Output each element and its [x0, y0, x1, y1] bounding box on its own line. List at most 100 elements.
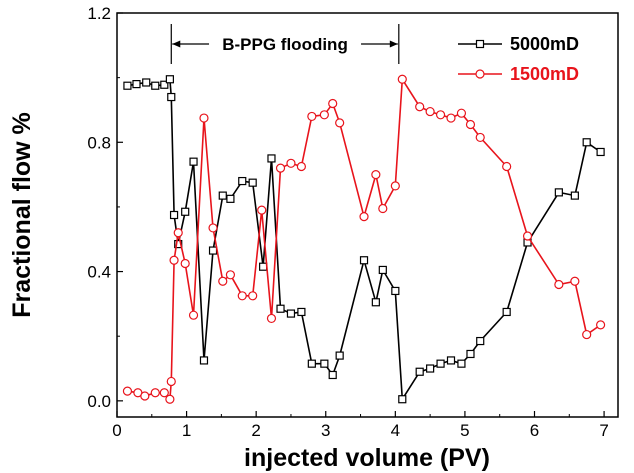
series-1500md — [122, 74, 606, 404]
data-point-1500md — [275, 163, 286, 173]
data-point-5000md — [226, 194, 235, 203]
x-tick-label: 3 — [321, 421, 330, 440]
data-point-1500md — [522, 231, 533, 241]
data-point-1500md — [335, 118, 345, 128]
data-point-1500md — [475, 132, 485, 143]
data-point-1500md — [296, 161, 306, 172]
y-axis-title: Fractional flow % — [8, 112, 36, 318]
data-point-5000md — [238, 176, 247, 186]
x-tick-label: 4 — [391, 421, 400, 440]
data-point-1500md — [456, 108, 467, 118]
annotation-arrowhead-right — [389, 40, 398, 48]
data-point-5000md — [267, 154, 276, 163]
data-point-1500md — [165, 394, 175, 404]
data-point-5000md — [398, 395, 407, 404]
data-point-5000md — [570, 191, 579, 200]
data-point-5000md — [181, 207, 190, 216]
data-point-1500md — [319, 110, 329, 120]
data-point-5000md — [359, 256, 369, 265]
data-point-1500md — [570, 276, 580, 286]
data-point-5000md — [320, 359, 329, 368]
plot-frame — [116, 12, 619, 418]
data-point-5000md — [218, 191, 227, 200]
legend-label-5000md: 5000mD — [510, 34, 579, 54]
data-point-5000md — [457, 359, 466, 368]
data-point-5000md — [391, 286, 400, 296]
x-tick-label: 7 — [599, 421, 608, 440]
data-point-5000md — [554, 188, 563, 197]
data-point-1500md — [199, 113, 209, 123]
x-tick-label: 1 — [182, 421, 191, 440]
data-point-1500md — [390, 181, 400, 191]
data-point-5000md — [151, 81, 160, 90]
data-point-5000md — [415, 367, 424, 376]
data-point-5000md — [174, 239, 183, 249]
data-point-5000md — [502, 307, 511, 317]
data-point-5000md — [189, 157, 198, 166]
data-point-5000md — [328, 370, 337, 380]
data-point-1500md — [596, 320, 606, 330]
b-ppg-flooding-annotation: B-PPG flooding — [170, 24, 400, 64]
series-layer — [122, 74, 606, 404]
data-point-5000md — [132, 80, 141, 89]
data-point-1500md — [328, 98, 338, 109]
data-point-1500md — [502, 161, 512, 172]
data-point-5000md — [335, 351, 344, 360]
data-point-5000md — [248, 178, 257, 187]
data-point-1500md — [150, 388, 160, 398]
data-point-5000md — [582, 138, 591, 147]
data-point-1500md — [465, 119, 476, 130]
data-point-1500md — [173, 228, 183, 238]
data-point-1500md — [307, 111, 317, 122]
data-point-5000md — [123, 81, 132, 90]
data-point-5000md — [297, 307, 306, 317]
data-point-1500md — [218, 276, 228, 286]
data-point-5000md — [371, 298, 380, 307]
data-point-1500md — [266, 313, 277, 324]
data-point-1500md — [237, 291, 247, 301]
data-point-1500md — [248, 291, 258, 301]
data-point-5000md — [307, 359, 316, 368]
data-point-1500md — [180, 258, 190, 269]
data-point-5000md — [436, 359, 445, 368]
data-point-5000md — [466, 349, 475, 359]
data-point-5000md — [165, 75, 174, 84]
data-point-5000md — [199, 356, 209, 365]
x-tick-label: 0 — [112, 421, 121, 440]
x-axis-title: injected volume (PV) — [244, 444, 490, 472]
data-point-5000md — [596, 147, 605, 157]
series-5000md — [123, 75, 605, 404]
data-point-1500md — [435, 110, 446, 120]
data-point-5000md — [378, 265, 387, 275]
data-point-5000md — [208, 246, 218, 255]
data-point-5000md — [259, 262, 268, 271]
data-point-1500md — [554, 279, 564, 290]
y-tick-label: 1.2 — [87, 4, 111, 23]
data-point-1500md — [425, 106, 435, 117]
data-point-5000md — [476, 336, 485, 346]
data-point-1500md — [378, 203, 388, 214]
x-tick-label: 2 — [251, 421, 260, 440]
data-point-1500md — [159, 388, 169, 398]
data-point-5000md — [426, 364, 435, 373]
y-tick-label: 0.0 — [87, 392, 111, 411]
data-point-1500md — [359, 212, 369, 222]
data-point-5000md — [446, 356, 456, 365]
data-point-1500md — [140, 391, 150, 401]
data-point-5000md — [276, 304, 285, 313]
x-tick-label: 6 — [530, 421, 539, 440]
data-point-1500md — [225, 270, 236, 280]
data-point-1500md — [446, 113, 456, 123]
data-point-5000md — [167, 92, 176, 102]
data-point-1500md — [208, 223, 218, 233]
data-point-1500md — [188, 310, 199, 320]
legend: 5000mD 1500mD — [458, 34, 579, 84]
x-tick-label: 5 — [460, 421, 469, 440]
data-point-1500md — [166, 376, 176, 387]
axis-ticks: 0 1 2 3 4 5 6 7 0.0 0.4 0.8 1.2 — [87, 4, 608, 440]
data-point-1500md — [122, 386, 133, 396]
annotation-label: B-PPG flooding — [222, 35, 348, 54]
data-point-1500md — [415, 102, 425, 112]
legend-label-1500md: 1500mD — [510, 64, 579, 84]
